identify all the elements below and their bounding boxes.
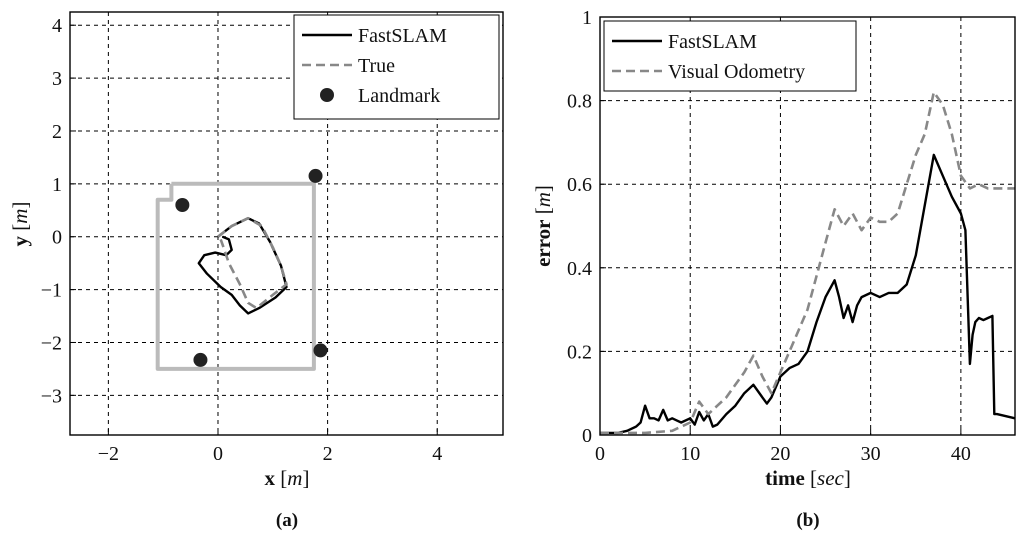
panel-a-ytick-label-4: 1 [52,174,62,196]
panel-a-xtick-label-3: 4 [432,443,442,465]
panel-a-ytick-label-5: 2 [52,121,62,143]
panel-a-ticks: −2 0 2 4 −3 −2 −1 0 1 2 3 4 [41,15,443,465]
panel-b-legend-box [603,20,857,92]
panel-b-series [600,90,1016,435]
panel-b-ytick-label-0: 0 [582,425,592,447]
panel-a-legend-swatch-landmark [320,88,334,102]
panel-b-xtick-label-1: 10 [680,443,700,465]
panel-b-series-fastslam [600,153,1016,435]
panel-a-landmark-point-3 [193,352,208,367]
panel-b-ytick-label-5: 1 [582,7,592,29]
panel-a-legend: FastSLAM True Landmark [293,14,500,120]
panel-b-xtick-label-2: 20 [770,443,790,465]
panel-b-xtick-label-0: 0 [595,443,605,465]
panel-b-error: 0 10 20 30 40 0 0.2 0.4 0.6 0.8 1 time [sec] error… [531,7,1016,531]
panel-b-frame [599,16,1016,436]
panel-a-ytick-label-3: 0 [52,227,62,249]
panel-a-series-boundary [155,181,316,371]
panel-b-xtick-label-3: 30 [861,443,881,465]
panel-b-ytick-label-2: 0.4 [567,258,592,280]
panel-b-legend-label-visual-odometry: Visual Odometry [668,61,805,83]
panel-a-ytick-label-6: 3 [52,68,62,90]
panel-a-legend-label-landmark: Landmark [358,85,440,107]
panel-a-landmark-point-1 [175,197,190,212]
panel-a-series-fastslam [197,217,288,315]
panel-a-ytick-label-2: −1 [41,280,62,302]
panel-b-legend-label-fastslam: FastSLAM [668,31,757,53]
panel-b-series-visual-odometry [600,90,1015,435]
panel-a-ytick-label-7: 4 [52,15,62,37]
panel-b-legend: FastSLAM Visual Odometry [603,20,857,92]
panel-b-ytick-label-1: 0.2 [567,341,592,363]
panel-a-trajectory: −2 0 2 4 −3 −2 −1 0 1 2 3 4 x [m] y [m] (a) FastSLA… [8,11,504,531]
panel-a-caption: (a) [276,510,298,531]
panel-a-landmark-point-0 [308,168,323,183]
panel-a-ytick-label-0: −3 [41,385,62,407]
panel-a-xtick-label-2: 2 [323,443,333,465]
panel-a-series-true [217,216,288,310]
panel-a-legend-box [293,14,500,120]
panel-b-ylabel: error [m] [531,185,555,267]
panel-a-xtick-label-1: 0 [213,443,223,465]
panel-b-xtick-label-4: 40 [951,443,971,465]
panel-b-ytick-label-4: 0.8 [567,91,592,113]
panel-b-ytick-label-3: 0.6 [567,174,592,196]
panel-a-ylabel: y [m] [8,202,32,247]
panel-b-caption: (b) [796,510,819,531]
panel-a-xlabel: x [m] [265,466,310,490]
panel-a-xtick-label-0: −2 [98,443,119,465]
panel-b-ticks: 0 10 20 30 40 0 0.2 0.4 0.6 0.8 1 [567,7,971,465]
panel-a-grid [70,12,503,435]
panel-b-xlabel: time [sec] [765,466,851,490]
panel-a-legend-label-true: True [358,55,395,77]
panel-a-frame [69,11,504,436]
panel-a-landmark-point-2 [313,343,328,358]
panel-a-legend-label-fastslam: FastSLAM [358,25,447,47]
panel-a-series [155,168,328,371]
panel-a-ytick-label-1: −2 [41,332,62,354]
